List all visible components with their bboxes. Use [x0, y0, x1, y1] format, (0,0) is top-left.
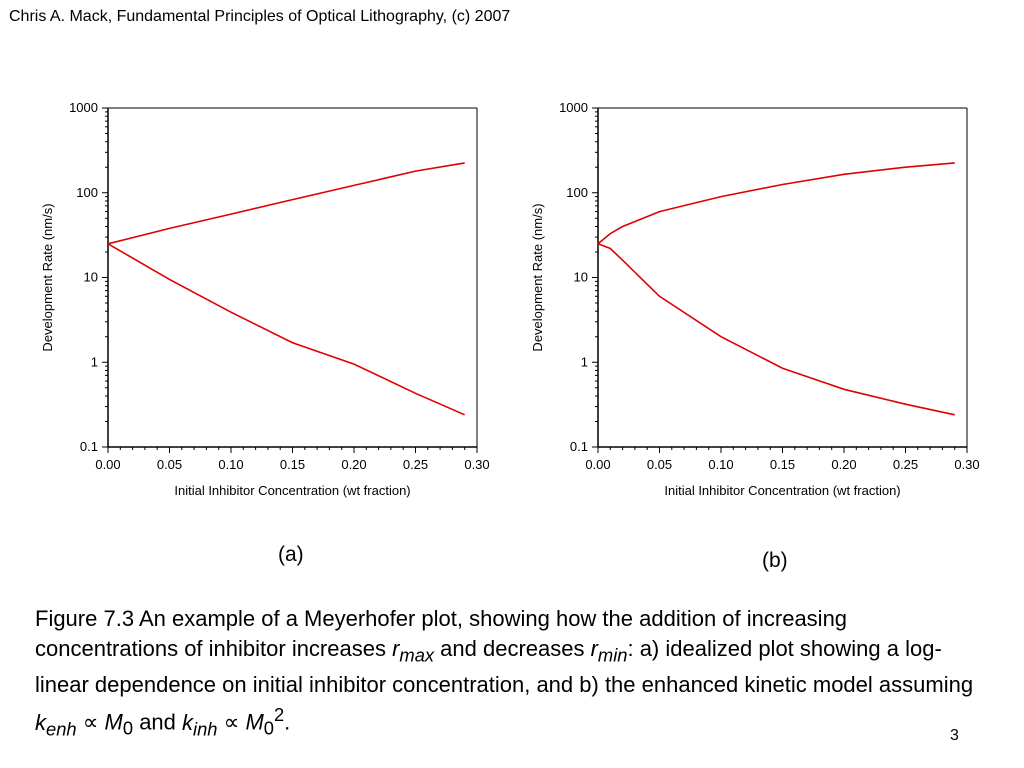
chart-a-xtick-label: 0.30	[464, 457, 489, 472]
chart-b-xtick-label: 0.00	[585, 457, 610, 472]
chart-b-xtick-label: 0.05	[647, 457, 672, 472]
caption-r-max: rmax	[392, 636, 435, 666]
chart-a-ylabel: Development Rate (nm/s)	[40, 203, 55, 351]
caption-k-enh: kenh	[35, 709, 77, 740]
caption-r-min: rmin	[590, 636, 628, 666]
chart-a-ytick-label: 1000	[69, 100, 98, 115]
caption-m0-squared: M	[245, 709, 264, 735]
chart-b-xlabel: Initial Inhibitor Concentration (wt frac…	[664, 483, 900, 498]
caption-text-3: : a) idealized plot showing a log-linear…	[35, 636, 974, 698]
chart-b-series-1-line	[597, 162, 955, 245]
chart-b-ytick-label: 1	[581, 354, 588, 369]
panel-label-b: (b)	[762, 549, 788, 572]
chart-b-series-2-line	[597, 243, 955, 416]
caption-k-inh: kinh	[182, 709, 218, 740]
chart-a-svg: 0.1 1 10 100 1000 0.00 0.05 0.10 0.15 0.20 0.25 0.3…	[40, 100, 490, 498]
chart-b-svg: 0.1 1 10 100 1000 0.00 0.05 0.10 0.15 0.20 0.25 0.3…	[530, 100, 980, 498]
figure-caption: Figure 7.3 An example of a Meyerhofer pl…	[35, 606, 974, 740]
chart-a-xtick-label: 0.25	[403, 457, 428, 472]
chart-a-xtick-label: 0.00	[95, 457, 120, 472]
header-citation: Chris A. Mack, Fundamental Principles of…	[9, 8, 511, 25]
chart-a-ytick-label: 1	[91, 354, 98, 369]
chart-a-ytick-label: 0.1	[80, 439, 98, 454]
chart-a-series-2-line	[107, 243, 466, 416]
chart-b-ytick-label: 0.1	[570, 439, 588, 454]
chart-b-xtick-label: 0.15	[770, 457, 795, 472]
chart-a-xtick-label: 0.20	[341, 457, 366, 472]
panel-label-a: (a)	[278, 543, 304, 566]
chart-b-xtick-label: 0.30	[954, 457, 979, 472]
chart-a: 0.1 1 10 100 1000 0.00 0.05 0.10 0.15 0.20 0.25 0.3…	[20, 95, 520, 515]
caption-text-2: and decreases	[434, 636, 591, 661]
chart-a-series-1-line	[107, 162, 465, 245]
page-number: 3	[950, 727, 959, 744]
caption-text-1: Figure 7.3 An example of a Meyerhofer pl…	[35, 606, 848, 661]
caption-m0: M	[104, 709, 123, 735]
chart-b-ytick-label: 1000	[559, 100, 588, 115]
chart-b-ytick-label: 10	[574, 270, 588, 285]
chart-b-ylabel: Development Rate (nm/s)	[530, 203, 545, 351]
chart-b-ytick-label: 100	[566, 185, 588, 200]
chart-b-xtick-label: 0.20	[831, 457, 856, 472]
chart-a-xtick-label: 0.15	[280, 457, 305, 472]
chart-b-xtick-label: 0.25	[893, 457, 918, 472]
chart-b: 0.1 1 10 100 1000 0.00 0.05 0.10 0.15 0.20 0.25 0.3…	[510, 95, 1010, 515]
chart-a-xtick-label: 0.10	[218, 457, 243, 472]
chart-b-xtick-label: 0.10	[708, 457, 733, 472]
chart-a-xtick-label: 0.05	[157, 457, 182, 472]
chart-a-ytick-label: 10	[84, 270, 98, 285]
chart-a-ytick-label: 100	[76, 185, 98, 200]
chart-a-xlabel: Initial Inhibitor Concentration (wt frac…	[174, 483, 410, 498]
